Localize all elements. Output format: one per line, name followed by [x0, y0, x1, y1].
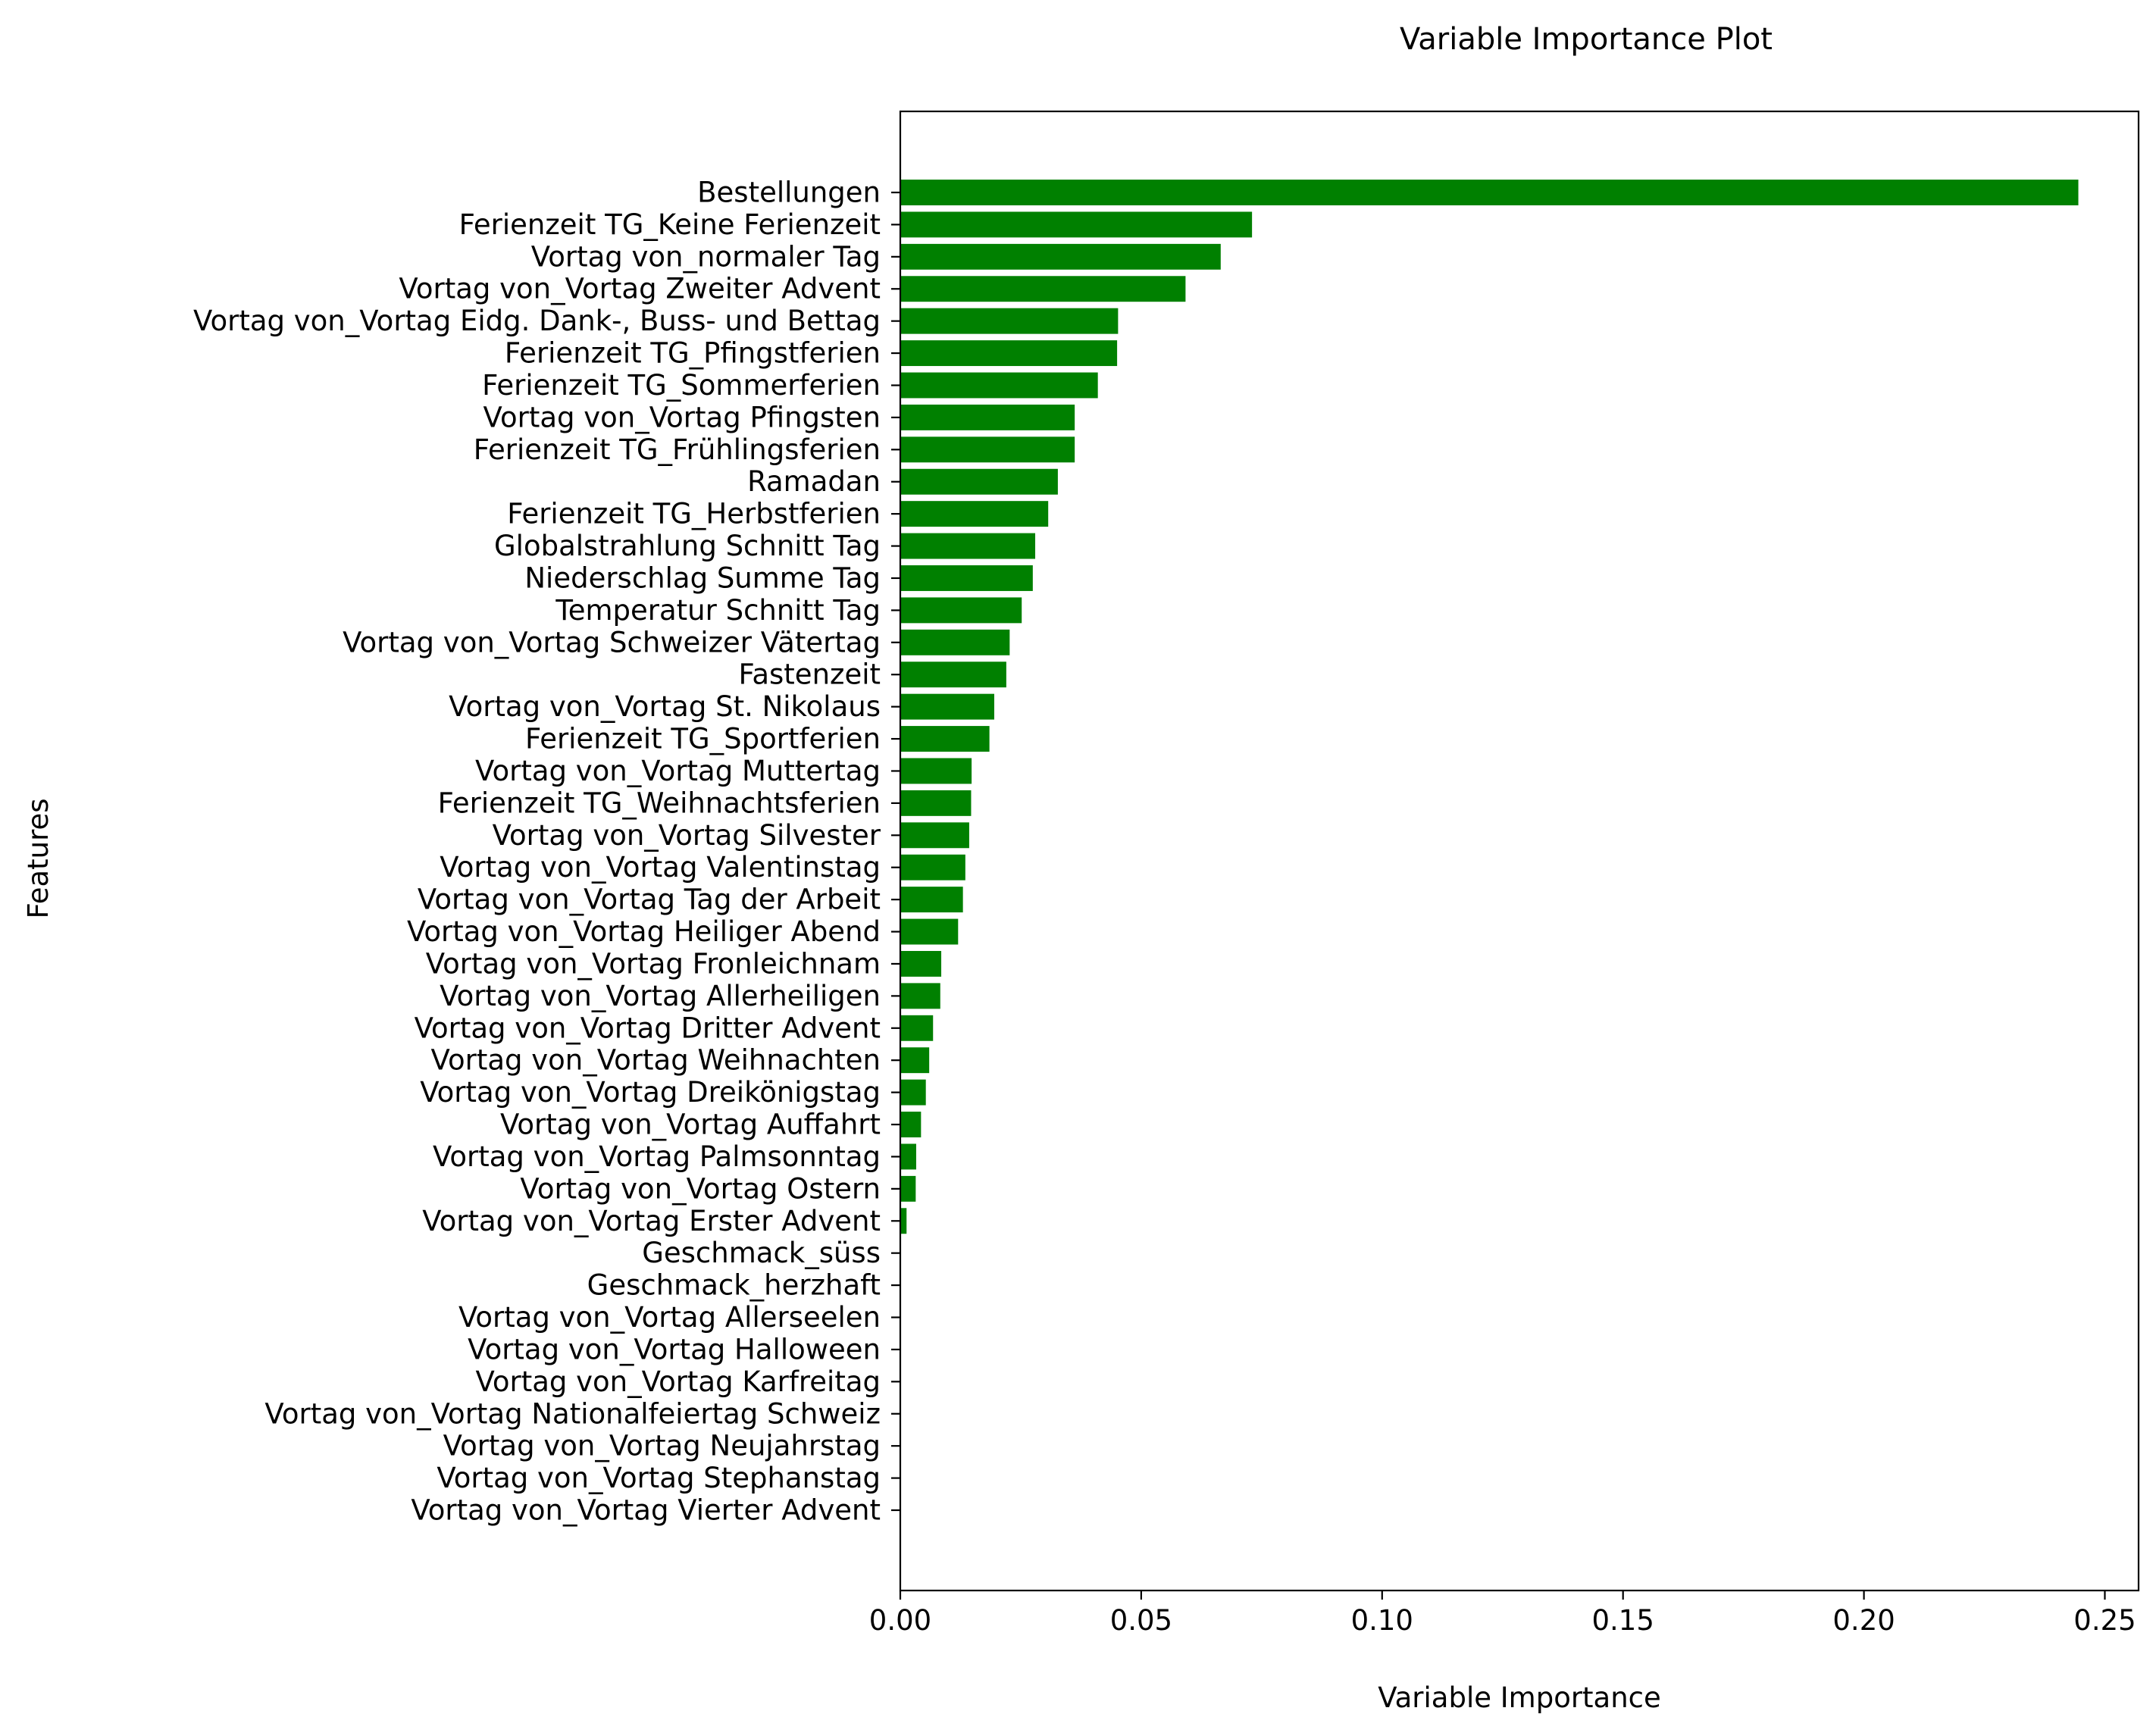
category-label: Vortag von_Vortag Ostern: [520, 1172, 881, 1205]
x-tick-label: 0.25: [2073, 1604, 2136, 1637]
category-label: Fastenzeit: [738, 658, 881, 691]
category-label: Bestellungen: [697, 177, 881, 209]
bar: [900, 243, 1221, 270]
category-label: Vortag von_Vortag Palmsonntag: [433, 1140, 881, 1173]
category-label: Ferienzeit TG_Weihnachtsferien: [438, 787, 881, 819]
bar: [900, 629, 1010, 655]
category-label: Vortag von_normaler Tag: [531, 240, 881, 273]
category-label: Vortag von_Vortag Fronleichnam: [426, 947, 881, 980]
x-axis-label: Variable Importance: [1378, 1681, 1661, 1714]
bar: [900, 308, 1119, 334]
bar: [900, 436, 1075, 463]
bar: [900, 1079, 926, 1106]
bar: [900, 1015, 934, 1041]
category-label: Vortag von_Vortag Dreikönigstag: [420, 1076, 881, 1109]
category-label: Vortag von_Vortag Vierter Advent: [411, 1494, 881, 1527]
bar: [900, 822, 969, 849]
bar: [900, 533, 1036, 559]
bar: [900, 372, 1098, 399]
bars-group: [900, 180, 2079, 1234]
x-tick-label: 0.05: [1110, 1604, 1172, 1637]
category-label: Ramadan: [747, 465, 881, 498]
category-label: Vortag von_Vortag Karfreitag: [475, 1365, 881, 1398]
category-label: Vortag von_Vortag Auffahrt: [500, 1109, 881, 1141]
category-label: Vortag von_Vortag Halloween: [468, 1333, 881, 1365]
category-label: Globalstrahlung Schnitt Tag: [494, 530, 881, 562]
category-label: Vortag von_Vortag Heiliger Abend: [407, 915, 881, 948]
x-tick-label: 0.00: [869, 1604, 931, 1637]
category-label: Ferienzeit TG_Pfingstferien: [505, 337, 881, 370]
category-label: Vortag von_Vortag St. Nikolaus: [449, 690, 881, 723]
category-label: Vortag von_Vortag Neujahrstag: [443, 1430, 881, 1462]
chart-title: Variable Importance Plot: [1400, 22, 1773, 57]
bar: [900, 468, 1058, 495]
bar: [900, 1175, 916, 1202]
category-label: Vortag von_Vortag Muttertag: [475, 755, 881, 787]
bar: [900, 180, 2079, 205]
bar: [900, 790, 972, 816]
bar: [900, 693, 994, 720]
category-label: Vortag von_Vortag Allerseelen: [458, 1301, 881, 1334]
category-label: Vortag von_Vortag Weihnachten: [431, 1044, 881, 1077]
category-label: Vortag von_Vortag Dritter Advent: [415, 1012, 881, 1044]
category-label: Ferienzeit TG_Herbstferien: [507, 498, 881, 530]
bar: [900, 501, 1049, 527]
bar: [900, 597, 1022, 624]
category-label: Vortag von_Vortag Stephanstag: [437, 1462, 881, 1494]
category-label: Ferienzeit TG_Sportferien: [525, 723, 881, 755]
x-tick-label: 0.20: [1832, 1604, 1895, 1637]
bar: [900, 340, 1118, 367]
bar: [900, 565, 1033, 591]
bar: [900, 950, 942, 977]
bar: [900, 854, 965, 881]
bar: [900, 1208, 907, 1234]
bar: [900, 726, 990, 752]
category-label: Niederschlag Summe Tag: [524, 561, 881, 594]
bar: [900, 758, 972, 784]
category-label: Vortag von_Vortag Eidg. Dank-, Buss- und…: [193, 305, 881, 337]
plot-frame: [899, 110, 2140, 1592]
bar: [900, 887, 963, 913]
category-label: Vortag von_Vortag Tag der Arbeit: [418, 884, 881, 916]
bar: [900, 1143, 916, 1170]
category-label: Vortag von_Vortag Zweiter Advent: [399, 273, 881, 305]
category-label: Temperatur Schnitt Tag: [555, 594, 881, 627]
category-label: Vortag von_Vortag Erster Advent: [422, 1205, 881, 1237]
x-tick-label: 0.10: [1351, 1604, 1413, 1637]
bar: [900, 276, 1186, 302]
category-label: Vortag von_Vortag Pfingsten: [483, 401, 881, 433]
bar: [900, 983, 940, 1009]
x-tick-label: 0.15: [1592, 1604, 1654, 1637]
category-label: Ferienzeit TG_Frühlingsferien: [474, 433, 881, 466]
bar: [900, 1112, 922, 1137]
category-label: Vortag von_Vortag Schweizer Vätertag: [343, 626, 881, 658]
bar: [900, 662, 1006, 688]
y-axis-label: Features: [22, 798, 55, 918]
category-label: Ferienzeit TG_Sommerferien: [482, 369, 881, 402]
bar: [900, 1047, 930, 1074]
bar: [900, 211, 1253, 238]
x-ticks-group: 0.00 0.05 0.10 0.15 0.20 0.25: [869, 1591, 2136, 1637]
category-label: Vortag von_Vortag Silvester: [493, 819, 881, 852]
category-label: Vortag von_Vortag Allerheiligen: [440, 980, 881, 1012]
bar: [900, 404, 1075, 430]
category-label: Geschmack_süss: [642, 1237, 881, 1269]
category-label: Vortag von_Vortag Nationalfeiertag Schwe…: [264, 1397, 881, 1430]
category-label: Vortag von_Vortag Valentinstag: [440, 851, 881, 884]
category-label: Geschmack_herzhaft: [587, 1269, 881, 1302]
bar: [900, 918, 959, 945]
category-label: Ferienzeit TG_Keine Ferienzeit: [459, 208, 881, 241]
